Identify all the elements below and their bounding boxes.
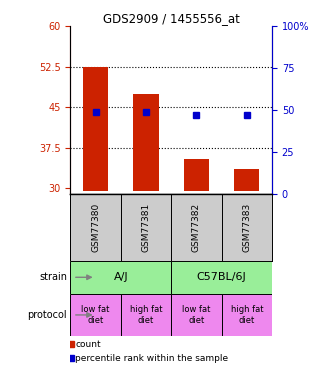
Text: low fat
diet: low fat diet (81, 305, 110, 325)
Bar (222, 194, 272, 261)
Bar (121, 294, 171, 336)
Title: GDS2909 / 1455556_at: GDS2909 / 1455556_at (103, 12, 240, 25)
Bar (171, 194, 221, 261)
Bar (171, 294, 221, 336)
Bar (171, 261, 272, 294)
Bar (70, 294, 121, 336)
Text: high fat
diet: high fat diet (130, 305, 162, 325)
Text: count: count (76, 340, 101, 349)
Text: A/J: A/J (114, 272, 128, 282)
Bar (70, 261, 171, 294)
Text: GSM77382: GSM77382 (192, 202, 201, 252)
Text: GSM77380: GSM77380 (91, 202, 100, 252)
Text: protocol: protocol (28, 310, 67, 320)
Bar (234, 169, 260, 191)
Bar (222, 294, 272, 336)
Bar (70, 194, 121, 261)
Text: GSM77381: GSM77381 (141, 202, 150, 252)
Bar (133, 94, 159, 191)
Bar (83, 67, 108, 191)
Text: C57BL/6J: C57BL/6J (197, 272, 246, 282)
Text: high fat
diet: high fat diet (230, 305, 263, 325)
Bar (121, 194, 171, 261)
Text: low fat
diet: low fat diet (182, 305, 211, 325)
Bar (184, 159, 209, 191)
Text: percentile rank within the sample: percentile rank within the sample (76, 354, 228, 363)
Text: GSM77383: GSM77383 (242, 202, 251, 252)
Text: strain: strain (39, 272, 67, 282)
